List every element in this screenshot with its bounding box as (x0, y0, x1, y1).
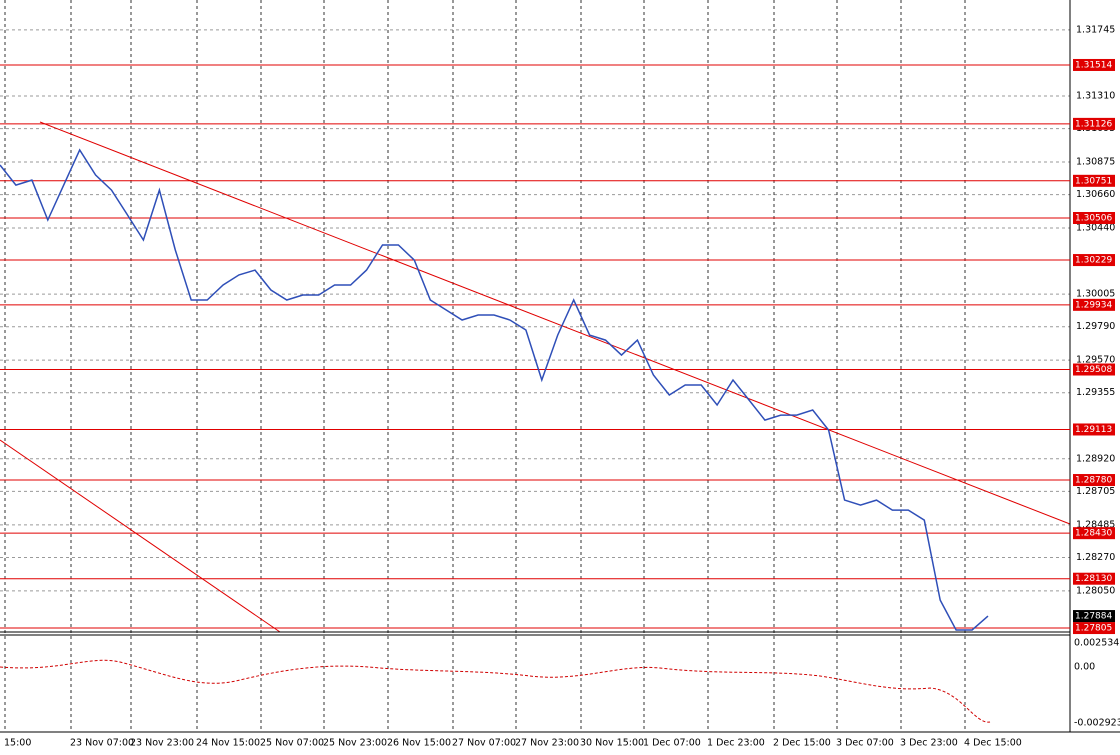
trend-line (0, 439, 281, 633)
level-box (1073, 622, 1115, 635)
price-line (0, 148, 989, 631)
x-tick-label: 4 Dec 15:00 (964, 738, 1022, 749)
current-price-box (1073, 610, 1115, 623)
level-label: 1.29508 (1075, 365, 1112, 375)
y-tick-label: 1.28705 (1076, 486, 1115, 497)
y-tick-label: 1.29355 (1076, 387, 1115, 398)
y-tick-label: 1.31745 (1076, 24, 1115, 35)
current-price-label: 1.27884 (1075, 612, 1112, 622)
x-tick-label: 26 Nov 15:00 (387, 738, 451, 749)
x-tick-label: 25 Nov 23:00 (323, 738, 387, 749)
x-tick-label: 3 Dec 23:00 (900, 738, 958, 749)
y-tick-label: 1.30875 (1076, 156, 1115, 167)
level-label: 1.31514 (1075, 60, 1112, 70)
y-tick-label: 1.30440 (1076, 223, 1115, 234)
x-tick-label: 30 Nov 15:00 (580, 738, 644, 749)
indicator-tick-label: -0.002923 (1074, 718, 1120, 729)
level-box (1073, 117, 1115, 130)
y-tick-label: 1.29790 (1076, 321, 1115, 332)
x-tick-label: 27 Nov 23:00 (515, 738, 579, 749)
x-tick-label: 24 Nov 15:00 (196, 738, 260, 749)
y-tick-label: 1.29570 (1076, 355, 1115, 366)
level-box (1073, 423, 1115, 436)
x-tick-label: 27 Nov 07:00 (452, 738, 516, 749)
x-tick-label: 1 Dec 07:00 (643, 738, 701, 749)
x-tick-label: 23 Nov 07:00 (70, 738, 134, 749)
level-label: 1.28780 (1075, 476, 1112, 486)
level-box (1073, 363, 1115, 376)
level-box (1073, 58, 1115, 71)
level-box (1073, 254, 1115, 267)
level-label: 1.30229 (1075, 256, 1112, 266)
indicator-signal (0, 659, 991, 723)
level-label: 1.30506 (1075, 214, 1112, 224)
indicator-tick-label: 0.002534 (1074, 638, 1119, 649)
y-tick-label: 1.28920 (1076, 453, 1115, 464)
y-tick-label: 1.28050 (1076, 585, 1115, 596)
level-box (1073, 174, 1115, 187)
y-tick-label: 1.28485 (1076, 519, 1115, 530)
level-box (1073, 527, 1115, 540)
level-label: 1.27805 (1075, 624, 1112, 634)
level-label: 1.29934 (1075, 300, 1112, 310)
level-box (1073, 298, 1115, 311)
y-tick-label: 1.30005 (1076, 289, 1115, 300)
level-box (1073, 212, 1115, 225)
x-tick-label: 3 Dec 07:00 (836, 738, 894, 749)
level-label: 1.28130 (1075, 574, 1112, 584)
indicator-tick-label: 0.00 (1074, 662, 1095, 673)
trend-line (39, 121, 1071, 525)
y-tick-label: 1.28270 (1076, 552, 1115, 563)
x-tick-label: 15:00 (4, 738, 31, 749)
level-label: 1.29113 (1075, 425, 1112, 435)
level-box (1073, 572, 1115, 585)
level-label: 1.28430 (1075, 529, 1112, 539)
level-box (1073, 474, 1115, 487)
x-tick-label: 23 Nov 23:00 (130, 738, 194, 749)
y-tick-label: 1.30660 (1076, 189, 1115, 200)
level-label: 1.30751 (1075, 176, 1112, 186)
level-label: 1.31126 (1075, 119, 1112, 129)
x-tick-label: 1 Dec 23:00 (707, 738, 765, 749)
x-tick-label: 2 Dec 15:00 (773, 738, 831, 749)
x-tick-label: 25 Nov 07:00 (260, 738, 324, 749)
y-tick-label: 1.31310 (1076, 90, 1115, 101)
